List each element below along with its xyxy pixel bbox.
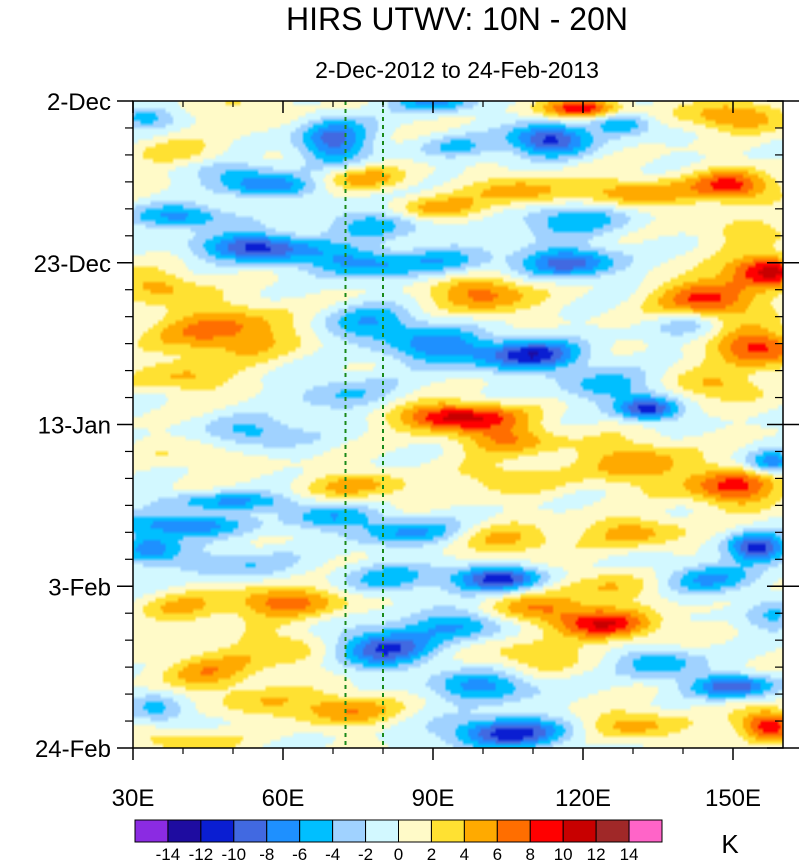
colorbar-swatch xyxy=(398,819,432,843)
colorbar-label: 14 xyxy=(620,845,639,863)
colorbar-label: 2 xyxy=(427,845,436,863)
y-tick-label: 2-Dec xyxy=(47,89,111,116)
colorbar-swatch xyxy=(628,819,663,843)
colorbar-label: -6 xyxy=(292,845,307,863)
heatmap-image xyxy=(133,101,783,748)
colorbar-swatch xyxy=(562,819,597,843)
colorbar-label: -4 xyxy=(325,845,340,863)
colorbar-swatch xyxy=(167,819,202,843)
colorbar-swatch xyxy=(233,819,268,843)
x-tick-label: 150E xyxy=(705,785,761,812)
colorbar: -14 -12 -10 -8 -6 -4 -2 0 2 4 6 8 10 12 14 xyxy=(134,819,663,863)
x-tick-label: 30E xyxy=(112,785,155,812)
colorbar-label: 0 xyxy=(394,845,403,863)
colorbar-swatch xyxy=(430,819,465,843)
x-tick-label: 60E xyxy=(262,785,305,812)
colorbar-units: K xyxy=(721,829,739,859)
y-tick-label: 13-Jan xyxy=(38,413,111,440)
colorbar-label: 8 xyxy=(526,845,535,863)
colorbar-swatch xyxy=(299,819,334,843)
colorbar-swatch xyxy=(463,819,498,843)
colorbar-swatch xyxy=(595,819,630,843)
colorbar-label: -10 xyxy=(222,845,247,863)
colorbar-swatch xyxy=(496,819,531,843)
y-tick-label: 3-Feb xyxy=(48,574,111,601)
colorbar-label: 4 xyxy=(460,845,469,863)
colorbar-label: 6 xyxy=(493,845,502,863)
y-tick-label: 23-Dec xyxy=(34,251,111,278)
colorbar-swatch xyxy=(134,819,169,843)
x-tick-label: 120E xyxy=(555,785,611,812)
colorbar-label: -12 xyxy=(189,845,214,863)
reference-lines xyxy=(344,101,384,748)
colorbar-swatch xyxy=(365,819,399,843)
colorbar-swatch xyxy=(332,819,367,843)
colorbar-label: -14 xyxy=(156,845,181,863)
colorbar-swatch xyxy=(200,819,235,843)
colorbar-label: 12 xyxy=(587,845,606,863)
colorbar-swatch xyxy=(266,819,301,843)
colorbar-swatch xyxy=(529,819,564,843)
colorbar-label: 10 xyxy=(554,845,573,863)
colorbar-label: -8 xyxy=(259,845,274,863)
heatmap-field xyxy=(133,101,783,748)
colorbar-label: -2 xyxy=(358,845,373,863)
y-tick-label: 24-Feb xyxy=(35,736,111,763)
chart-subtitle: 2-Dec-2012 to 24-Feb-2013 xyxy=(315,57,599,83)
chart-title: HIRS UTWV: 10N - 20N xyxy=(286,1,628,37)
x-tick-label: 90E xyxy=(412,785,455,812)
